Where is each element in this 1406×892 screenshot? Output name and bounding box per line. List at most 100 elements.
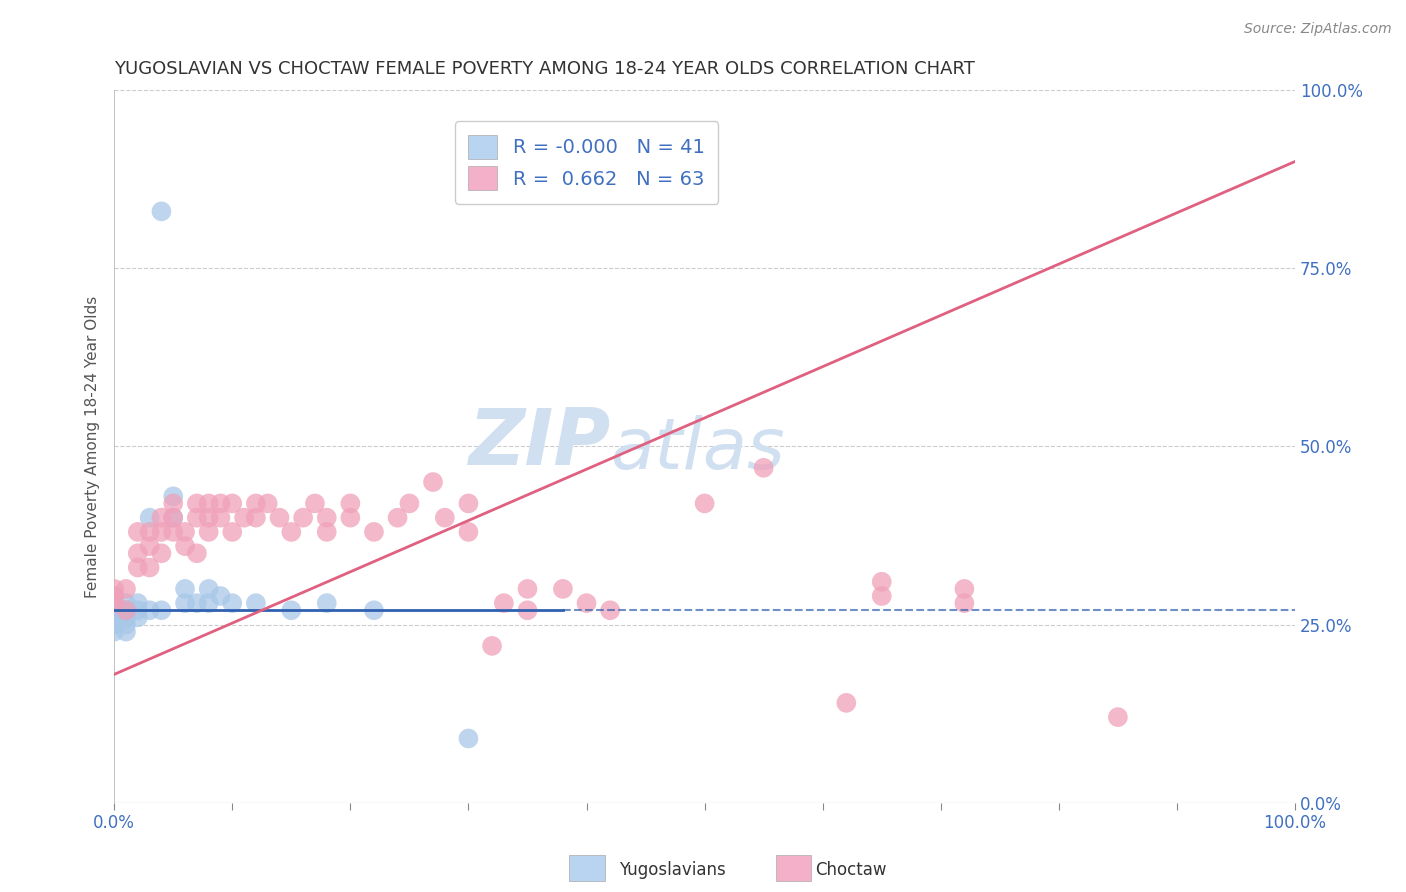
Point <box>599 603 621 617</box>
Point <box>1107 710 1129 724</box>
Point <box>835 696 858 710</box>
Point <box>127 596 149 610</box>
Point <box>292 510 315 524</box>
Point <box>186 596 208 610</box>
Point <box>127 546 149 560</box>
Point <box>162 524 184 539</box>
Point <box>115 610 138 624</box>
Point <box>103 617 125 632</box>
Point <box>127 610 149 624</box>
Point <box>115 603 138 617</box>
Point <box>103 582 125 596</box>
Point <box>422 475 444 489</box>
Point <box>221 596 243 610</box>
Point <box>174 596 197 610</box>
Point <box>256 496 278 510</box>
Point <box>103 610 125 624</box>
Point <box>197 524 219 539</box>
Point <box>103 596 125 610</box>
Point <box>127 524 149 539</box>
Point <box>269 510 291 524</box>
Point <box>197 496 219 510</box>
Point <box>103 624 125 639</box>
Point <box>481 639 503 653</box>
Point <box>103 603 125 617</box>
Point <box>103 617 125 632</box>
Point <box>103 589 125 603</box>
Point <box>138 510 160 524</box>
Text: YUGOSLAVIAN VS CHOCTAW FEMALE POVERTY AMONG 18-24 YEAR OLDS CORRELATION CHART: YUGOSLAVIAN VS CHOCTAW FEMALE POVERTY AM… <box>114 60 976 78</box>
Point <box>457 524 479 539</box>
Point <box>115 617 138 632</box>
Point <box>115 624 138 639</box>
Point <box>138 560 160 574</box>
Point <box>280 524 302 539</box>
Text: atlas: atlas <box>610 416 785 484</box>
Point <box>870 574 893 589</box>
Point <box>162 510 184 524</box>
Text: Choctaw: Choctaw <box>815 861 887 879</box>
Point <box>457 496 479 510</box>
Point <box>752 460 775 475</box>
Point <box>870 589 893 603</box>
Point <box>245 510 267 524</box>
Point <box>197 596 219 610</box>
Point <box>457 731 479 746</box>
Text: ZIP: ZIP <box>468 405 610 481</box>
Point <box>245 496 267 510</box>
Point <box>115 596 138 610</box>
Point <box>516 582 538 596</box>
Point <box>516 603 538 617</box>
Point <box>174 582 197 596</box>
Point <box>103 610 125 624</box>
Point <box>138 524 160 539</box>
Point <box>197 510 219 524</box>
Point <box>693 496 716 510</box>
Point <box>551 582 574 596</box>
Legend: R = -0.000   N = 41, R =  0.662   N = 63: R = -0.000 N = 41, R = 0.662 N = 63 <box>454 121 718 203</box>
Point <box>186 546 208 560</box>
Point <box>363 524 385 539</box>
Point <box>245 596 267 610</box>
Point <box>433 510 456 524</box>
Point <box>280 603 302 617</box>
Point <box>150 204 173 219</box>
Point <box>315 510 337 524</box>
Point <box>103 589 125 603</box>
Point <box>115 610 138 624</box>
Point <box>103 617 125 632</box>
Point <box>115 603 138 617</box>
Point <box>150 524 173 539</box>
Point <box>339 496 361 510</box>
Point <box>186 510 208 524</box>
Point <box>162 496 184 510</box>
Point <box>103 603 125 617</box>
Point <box>363 603 385 617</box>
Point <box>575 596 598 610</box>
Point <box>115 603 138 617</box>
Point <box>127 603 149 617</box>
Point <box>221 496 243 510</box>
Point <box>221 524 243 539</box>
Point <box>150 510 173 524</box>
Point <box>138 603 160 617</box>
Point <box>103 610 125 624</box>
Point <box>387 510 409 524</box>
Point <box>103 610 125 624</box>
Point <box>315 596 337 610</box>
Point <box>162 489 184 503</box>
Point <box>398 496 420 510</box>
Point <box>953 596 976 610</box>
Point <box>127 560 149 574</box>
Point <box>197 582 219 596</box>
Point <box>304 496 326 510</box>
Point <box>953 582 976 596</box>
Point <box>492 596 515 610</box>
Text: Yugoslavians: Yugoslavians <box>619 861 725 879</box>
Y-axis label: Female Poverty Among 18-24 Year Olds: Female Poverty Among 18-24 Year Olds <box>86 295 100 598</box>
Point <box>209 510 232 524</box>
Point <box>174 524 197 539</box>
Text: Source: ZipAtlas.com: Source: ZipAtlas.com <box>1244 22 1392 37</box>
Point <box>186 496 208 510</box>
Point <box>209 589 232 603</box>
